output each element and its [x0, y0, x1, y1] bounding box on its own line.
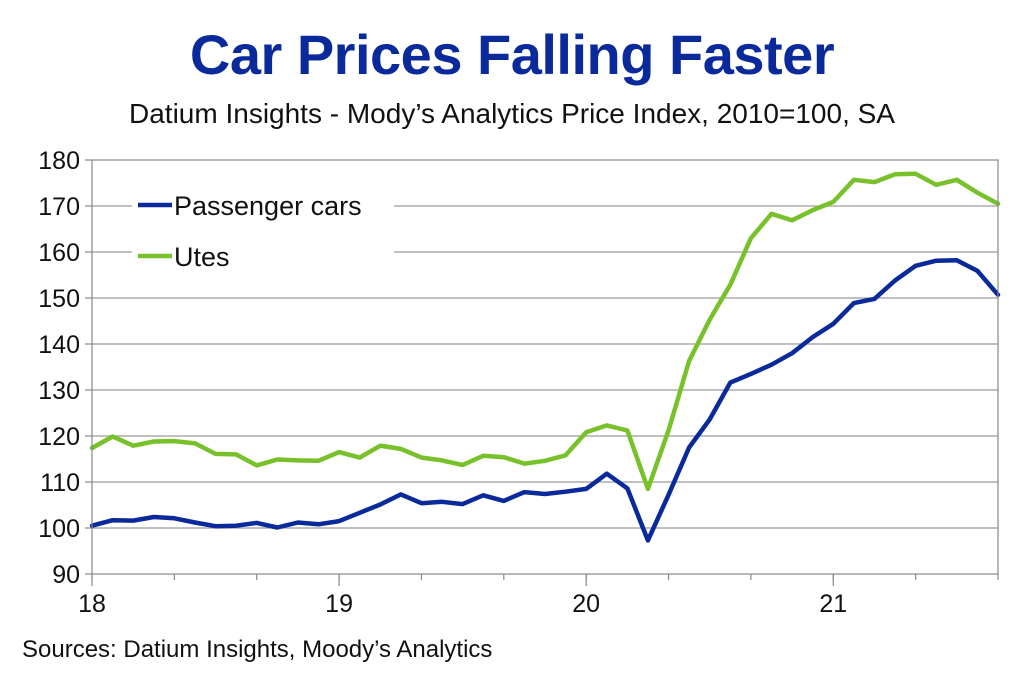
legend-backing: [132, 185, 394, 225]
x-tick-label: 19: [325, 590, 353, 618]
y-tick-label: 90: [52, 561, 80, 589]
line-chart: 90 100 110 120 130 140 150 160 170 180 18 19 20 21 P…: [38, 147, 1001, 618]
y-tick-label: 160: [38, 239, 80, 267]
x-tick-label: 21: [819, 590, 847, 618]
y-tick-label: 130: [38, 377, 80, 405]
x-axis-ticks: 18 19 20 21: [78, 574, 999, 618]
series-line-passenger-cars: [89, 258, 1001, 543]
y-tick-label: 180: [38, 147, 80, 175]
x-tick-label: 18: [78, 590, 106, 618]
chart-title: Car Prices Falling Faster: [189, 23, 835, 86]
y-tick-label: 100: [38, 515, 80, 543]
source-note: Sources: Datium Insights, Moody’s Analyt…: [22, 636, 493, 663]
y-tick-label: 110: [40, 469, 80, 497]
y-tick-label: 150: [38, 285, 80, 313]
legend-label-passenger-cars: Passenger cars: [174, 191, 362, 221]
series-lines: [89, 171, 1001, 543]
legend-backing: [132, 236, 394, 276]
y-axis-ticks: 90 100 110 120 130 140 150 160 170 180: [38, 147, 92, 589]
legend: Passenger cars Utes: [132, 185, 394, 276]
chart-subtitle: Datium Insights - Mody’s Analytics Price…: [129, 98, 895, 129]
plot-area-frame: [91, 159, 999, 575]
x-tick-label: 20: [572, 590, 600, 618]
y-tick-label: 140: [38, 331, 80, 359]
y-tick-label: 170: [38, 193, 80, 221]
legend-label-utes: Utes: [174, 242, 230, 272]
series-line-utes: [89, 171, 1001, 492]
y-tick-label: 120: [38, 423, 80, 451]
